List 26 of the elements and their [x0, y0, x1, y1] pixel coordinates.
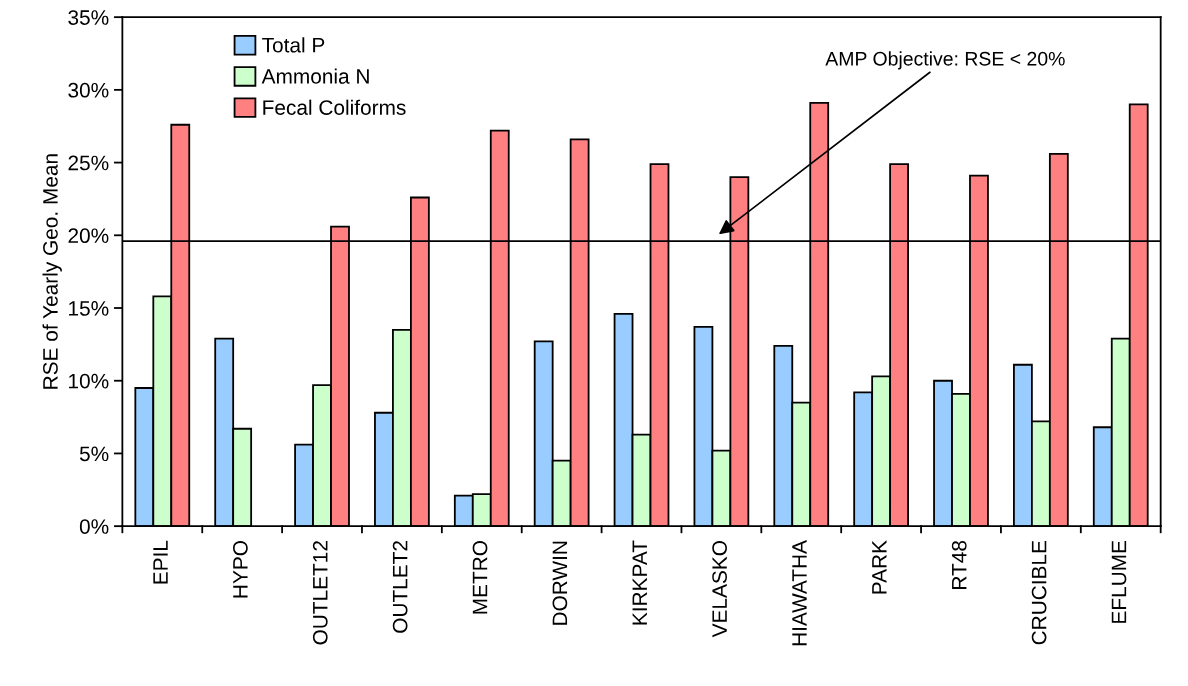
x-tick-label: EFLUME	[1111, 540, 1127, 623]
ref-line-label: AMP Objective: RSE < 20%	[825, 51, 1065, 70]
x-tick-label: DORWIN	[552, 541, 568, 625]
y-tick-label: 5%	[79, 446, 109, 462]
x-tick-label: HYPO	[233, 541, 248, 598]
y-tick-label: 0%	[79, 519, 109, 534]
x-tick-label: CRUCIBLE	[1031, 540, 1047, 645]
y-tick-label: 10%	[69, 373, 109, 389]
y-tick-label: 15%	[69, 301, 109, 316]
y-tick-label: 35%	[68, 10, 109, 25]
legend-label: Fecal Coliforms	[263, 99, 406, 115]
x-tick-label: HIAWATHA	[792, 540, 807, 646]
x-tick-label: METRO	[472, 541, 488, 614]
y-tick-label: 30%	[68, 82, 109, 98]
x-tick-label: OUTLET2	[392, 541, 408, 633]
legend-label: Ammonia N	[261, 68, 369, 84]
x-tick-label: OUTLET12	[312, 541, 328, 645]
x-tick-label: VELASKO	[712, 541, 727, 638]
x-tick-label: RT48	[951, 540, 967, 589]
x-tick-label: KIRKPAT	[632, 540, 647, 625]
x-tick-label: EPIL	[153, 540, 168, 584]
x-tick-label: PARK	[872, 540, 887, 594]
y-tick-label: 20%	[68, 228, 109, 244]
y-tick-label: 25%	[68, 155, 109, 171]
y-axis-title: RSE of Yearly Geo. Mean	[42, 154, 62, 389]
legend-label: Total P	[262, 37, 325, 53]
